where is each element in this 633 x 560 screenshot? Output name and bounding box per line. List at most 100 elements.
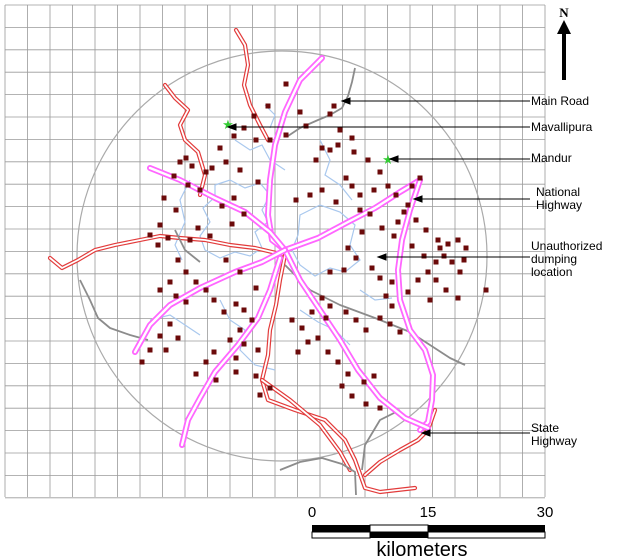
dumping-site-marker bbox=[253, 137, 259, 143]
dumping-site-marker bbox=[387, 321, 393, 327]
scale-segment bbox=[312, 525, 370, 532]
dumping-site-marker bbox=[393, 192, 399, 198]
dumping-site-marker bbox=[283, 81, 289, 87]
dumping-site-marker bbox=[183, 299, 189, 305]
dumping-site-marker bbox=[345, 371, 351, 377]
state-highway-road bbox=[259, 377, 353, 473]
national-highway-road bbox=[132, 247, 288, 355]
dumping-site-marker bbox=[433, 277, 439, 283]
dumping-site-marker bbox=[193, 279, 199, 285]
dumping-site-marker bbox=[219, 203, 225, 209]
legend-label-state-highway: State Highway bbox=[531, 421, 577, 448]
dumping-site-marker bbox=[365, 157, 371, 163]
dumping-site-marker bbox=[237, 167, 243, 173]
dumping-site-marker bbox=[289, 317, 295, 323]
dumping-site-marker bbox=[185, 182, 191, 188]
legend-label-line: National bbox=[536, 185, 580, 199]
dumping-site-marker bbox=[443, 287, 449, 293]
dumping-site-marker bbox=[175, 257, 181, 263]
dumping-site-marker bbox=[389, 279, 395, 285]
dumping-site-marker bbox=[157, 222, 163, 228]
dumping-site-marker bbox=[397, 329, 403, 335]
dumping-site-marker bbox=[171, 173, 177, 179]
dumping-site-marker bbox=[165, 235, 171, 241]
dumping-site-marker bbox=[483, 287, 489, 293]
dumping-site-marker bbox=[155, 242, 161, 248]
dumping-site-marker bbox=[327, 111, 333, 117]
dumping-site-marker bbox=[211, 297, 217, 303]
dumping-site-marker bbox=[313, 157, 319, 163]
dumping-site-marker bbox=[183, 155, 189, 161]
dumping-site-marker bbox=[349, 393, 355, 399]
dumping-site-marker bbox=[333, 199, 339, 205]
dumping-site-marker bbox=[409, 243, 415, 249]
dumping-site-marker bbox=[335, 142, 341, 148]
dumping-site-marker bbox=[395, 219, 401, 225]
dumping-site-marker bbox=[319, 187, 325, 193]
dumping-site-marker bbox=[233, 301, 239, 307]
dumping-site-marker bbox=[391, 233, 397, 239]
legend-label-line: Highway bbox=[531, 434, 577, 448]
legend-label-dumping: Unauthorized dumping location bbox=[531, 239, 602, 279]
dumping-site-marker bbox=[357, 207, 363, 213]
dumping-site-marker bbox=[325, 349, 331, 355]
dumping-site-marker bbox=[167, 279, 173, 285]
legend-label-mandur: Mandur bbox=[531, 151, 572, 165]
dumping-site-marker bbox=[413, 217, 419, 223]
dumping-site-marker bbox=[423, 227, 429, 233]
dumping-site-marker bbox=[385, 183, 391, 189]
scale-segment bbox=[311, 531, 371, 539]
landfill-markers: ★ ★ bbox=[222, 117, 394, 167]
dumping-site-marker bbox=[363, 327, 369, 333]
dumping-site-marker bbox=[305, 339, 311, 345]
dumping-site-marker bbox=[345, 245, 351, 251]
dumping-site-marker bbox=[173, 207, 179, 213]
dumping-site-marker bbox=[353, 255, 359, 261]
dumping-site-marker bbox=[253, 285, 259, 291]
scale-segment bbox=[369, 524, 429, 533]
legend-label-line: Mandur bbox=[531, 151, 572, 165]
dumping-site-marker bbox=[227, 337, 233, 343]
dumping-site-marker bbox=[231, 133, 237, 139]
dumping-site-marker bbox=[189, 163, 195, 169]
dumping-site-marker bbox=[147, 347, 153, 353]
dumping-site-marker bbox=[231, 195, 237, 201]
dumping-site-marker bbox=[241, 125, 247, 131]
dumping-site-marker bbox=[173, 293, 179, 299]
dumping-site-marker bbox=[435, 237, 441, 243]
dumping-site-marker bbox=[327, 303, 333, 309]
legend-label-line: location bbox=[531, 265, 572, 279]
dumping-site-marker bbox=[241, 341, 247, 347]
scale-tick-0: 0 bbox=[308, 504, 316, 521]
dumping-site-marker bbox=[233, 355, 239, 361]
dumping-site-marker bbox=[327, 269, 333, 275]
main-road bbox=[279, 457, 357, 496]
dumping-site-marker bbox=[409, 183, 415, 189]
main-road bbox=[361, 409, 401, 471]
dumping-site-marker bbox=[167, 321, 173, 327]
national-highway-road bbox=[179, 255, 283, 448]
dumping-site-marker bbox=[193, 371, 199, 377]
dumping-site-marker bbox=[221, 309, 227, 315]
dumping-site-marker bbox=[353, 317, 359, 323]
dumping-site-marker bbox=[295, 349, 301, 355]
dumping-site-marker bbox=[377, 169, 383, 175]
dumping-site-marker bbox=[283, 132, 289, 138]
national-highway-road bbox=[282, 177, 423, 253]
dumping-site-marker bbox=[293, 197, 299, 203]
dumping-site-marker bbox=[405, 202, 411, 208]
dumping-site-marker bbox=[147, 232, 153, 238]
dumping-site-marker bbox=[209, 165, 215, 171]
legend-leaders bbox=[226, 97, 530, 437]
dumping-site-marker bbox=[349, 183, 355, 189]
dumping-site-marker bbox=[367, 211, 373, 217]
dumping-site-marker bbox=[405, 289, 411, 295]
dumping-site-marker bbox=[203, 359, 209, 365]
dumping-site-marker bbox=[315, 335, 321, 341]
state-highway-road bbox=[47, 233, 288, 271]
dumping-site-marker bbox=[253, 373, 259, 379]
dumping-site-marker bbox=[217, 145, 223, 151]
dumping-site-marker bbox=[415, 277, 421, 283]
dumping-site-marker bbox=[177, 159, 183, 165]
dumping-site-marker bbox=[455, 237, 461, 243]
